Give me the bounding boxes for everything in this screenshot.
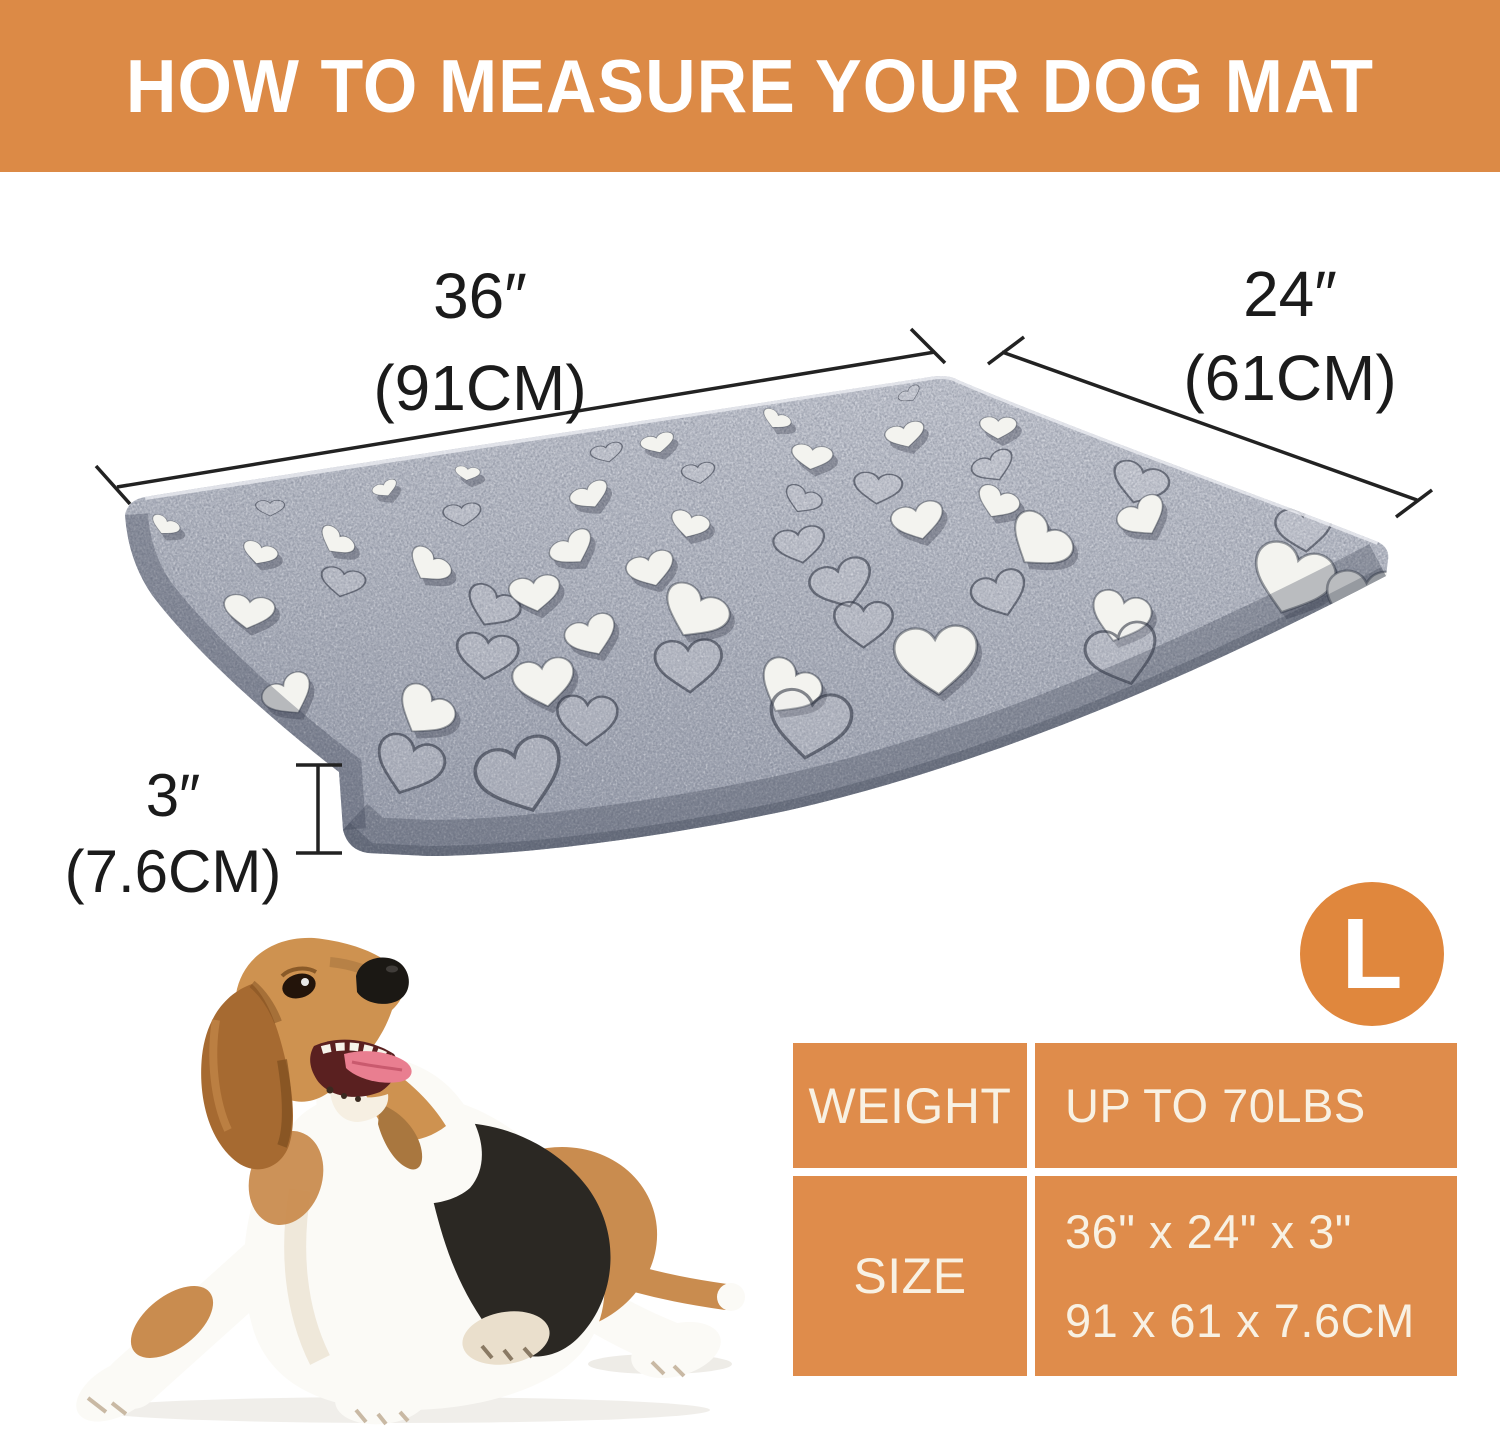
- dog-eye: [280, 966, 318, 999]
- page-title: HOW TO MEASURE YOUR DOG MAT: [125, 43, 1375, 129]
- weight-value-cell: UP TO 70LBS: [1035, 1043, 1457, 1168]
- height-metric: (7.6CM): [64, 838, 282, 905]
- dog-illustration: [76, 937, 745, 1426]
- size-badge: L: [1300, 882, 1444, 1026]
- size-value-cell: 36" x 24" x 3" 91 x 61 x 7.6CM: [1035, 1176, 1457, 1376]
- dimension-line-depth: [986, 335, 1434, 519]
- width-dimension-label: 36″ (91CM): [250, 250, 710, 434]
- dimension-line-width: [94, 327, 947, 506]
- weight-label-cell: WEIGHT: [793, 1043, 1027, 1168]
- depth-value: 24″: [1243, 258, 1337, 330]
- size-label-cell: SIZE: [793, 1176, 1027, 1376]
- dog-collar: [378, 1104, 423, 1170]
- height-value: 3″: [145, 762, 201, 829]
- dimension-line-height: [296, 763, 342, 855]
- spec-table: WEIGHT UP TO 70LBS SIZE 36" x 24" x 3" 9…: [793, 1043, 1457, 1376]
- weight-value: UP TO 70LBS: [1065, 1079, 1366, 1132]
- size-value-line-2: 91 x 61 x 7.6CM: [1065, 1294, 1415, 1347]
- header-banner: HOW TO MEASURE YOUR DOG MAT: [0, 0, 1500, 172]
- width-metric: (91CM): [373, 352, 587, 424]
- size-value-line-1: 36" x 24" x 3": [1065, 1205, 1352, 1258]
- dog-nose: [356, 957, 409, 1004]
- height-dimension-label: 3″ (7.6CM): [42, 758, 304, 910]
- depth-metric: (61CM): [1183, 342, 1397, 414]
- size-badge-letter: L: [1341, 897, 1403, 1010]
- depth-dimension-label: 24″ (61CM): [1070, 252, 1500, 420]
- width-value: 36″: [433, 260, 527, 332]
